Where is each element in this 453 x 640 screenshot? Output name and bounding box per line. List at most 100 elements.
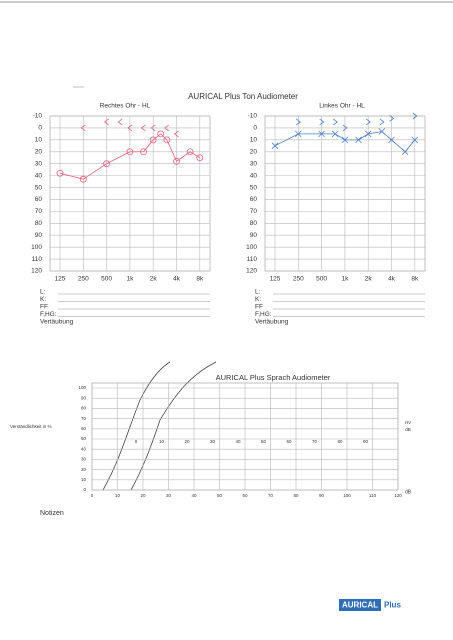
y-tick-label: 10 (81, 477, 87, 482)
field-label: Vertäubung (255, 319, 289, 326)
air-marker (411, 136, 419, 144)
air-marker (401, 148, 409, 156)
x-tick-label: 8k (411, 276, 419, 283)
y-tick-label: 80 (250, 220, 258, 227)
y-tick-label: -10 (248, 113, 258, 120)
bone-marker (140, 124, 146, 132)
bone-marker (319, 118, 325, 126)
field-label: FF (255, 304, 263, 311)
bone-marker (412, 112, 418, 120)
logo-suffix: Plus (384, 601, 401, 610)
air-marker (157, 130, 165, 138)
x-tick-label: 40 (191, 493, 197, 498)
x-tick-label: 4k (388, 276, 396, 283)
x-tick-label: 0 (91, 493, 94, 498)
x-tick-label: 2k (150, 276, 158, 283)
y-tick-label: 60 (35, 196, 43, 203)
logo-brand: AURICAL (342, 601, 378, 610)
y-tick-label: 110 (247, 256, 258, 263)
field-label: K: (40, 296, 46, 303)
y-tick-label: 40 (35, 172, 43, 179)
x-tick-label: 500 (316, 276, 327, 283)
y-tick-label: 70 (81, 416, 87, 421)
bone-marker (365, 118, 371, 126)
air-marker (186, 148, 194, 156)
air-marker (388, 136, 395, 144)
title: AURICAL Plus Ton Audiometer (188, 92, 298, 101)
x-tick-label: 110 (369, 493, 377, 498)
air-line (59, 133, 201, 180)
x-tick-label: 120 (394, 493, 402, 498)
inner-tick-label: 10 (159, 439, 165, 444)
y-tick-label: 0 (253, 125, 257, 132)
x-tick-label: 500 (101, 276, 112, 283)
air-marker (103, 160, 110, 168)
air-marker (173, 157, 180, 165)
y-tick-label: 20 (35, 148, 43, 155)
x-tick-label: 50 (217, 493, 223, 498)
x-tick-label: 70 (268, 493, 274, 498)
y-tick-label: 100 (31, 244, 42, 251)
bone-marker (127, 124, 133, 132)
y-tick-label: 110 (32, 256, 43, 263)
field-label: F,HG: (40, 311, 57, 318)
x-tick-label: 80 (293, 493, 299, 498)
x-tick-label: 250 (78, 276, 89, 283)
bone-marker (164, 124, 170, 132)
x-tick-label: 1k (341, 276, 349, 283)
bone-marker (332, 118, 338, 126)
field-label: L: (40, 289, 46, 296)
x-tick-label: 60 (242, 493, 248, 498)
speech-right-label: dB (405, 427, 411, 432)
speech-right-label: HV (405, 420, 411, 425)
inner-tick-label: 60 (286, 439, 292, 444)
y-tick-label: 40 (81, 446, 87, 451)
bone-marker (80, 124, 86, 132)
inner-tick-label: 40 (235, 439, 241, 444)
x-tick-label: 8k (196, 276, 204, 283)
air-marker (56, 169, 64, 177)
air-marker (364, 130, 372, 138)
y-tick-label: 80 (35, 220, 43, 227)
air-marker (331, 130, 339, 138)
y-tick-label: 70 (250, 208, 258, 215)
y-tick-label: 90 (35, 232, 43, 239)
y-tick-label: 10 (35, 137, 43, 144)
air-marker (271, 142, 279, 150)
y-tick-label: 10 (250, 137, 258, 144)
air-marker (196, 154, 204, 162)
inner-tick-label: 90 (363, 439, 369, 444)
air-marker (140, 148, 147, 156)
y-tick-label: 40 (250, 172, 258, 179)
x-tick-label: 90 (319, 493, 325, 498)
x-tick-label: 125 (270, 276, 281, 283)
x-tick-label: 2k (365, 276, 373, 283)
right-ear-label: Rechtes Ohr - HL (100, 103, 151, 110)
air-marker (79, 175, 87, 183)
y-tick-label: 120 (246, 268, 257, 275)
field-label: F,HG: (255, 311, 272, 318)
bone-marker (296, 118, 301, 126)
reference-curve (102, 361, 171, 491)
field-label: K: (255, 296, 261, 303)
y-tick-label: 80 (81, 406, 87, 411)
logo-box (339, 599, 381, 611)
y-tick-label: 20 (250, 148, 258, 155)
y-tick-label: 100 (78, 385, 86, 390)
x-tick-label: 250 (293, 276, 304, 283)
field-label: FF (40, 304, 48, 311)
y-tick-label: 20 (81, 467, 87, 472)
notes-label: Notizen (40, 510, 64, 517)
x-tick-label: 30 (166, 493, 172, 498)
y-tick-label: 30 (35, 160, 43, 167)
y-tick-label: 60 (81, 426, 87, 431)
inner-tick-label: 70 (312, 439, 318, 444)
y-tick-label: 0 (83, 487, 86, 492)
reference-curve (130, 361, 217, 491)
x-tick-label: 20 (140, 493, 146, 498)
air-marker (341, 136, 349, 144)
bone-marker (117, 118, 123, 126)
bone-marker (173, 130, 179, 138)
y-tick-label: 30 (81, 457, 87, 462)
x-tick-label: 10 (115, 493, 121, 498)
